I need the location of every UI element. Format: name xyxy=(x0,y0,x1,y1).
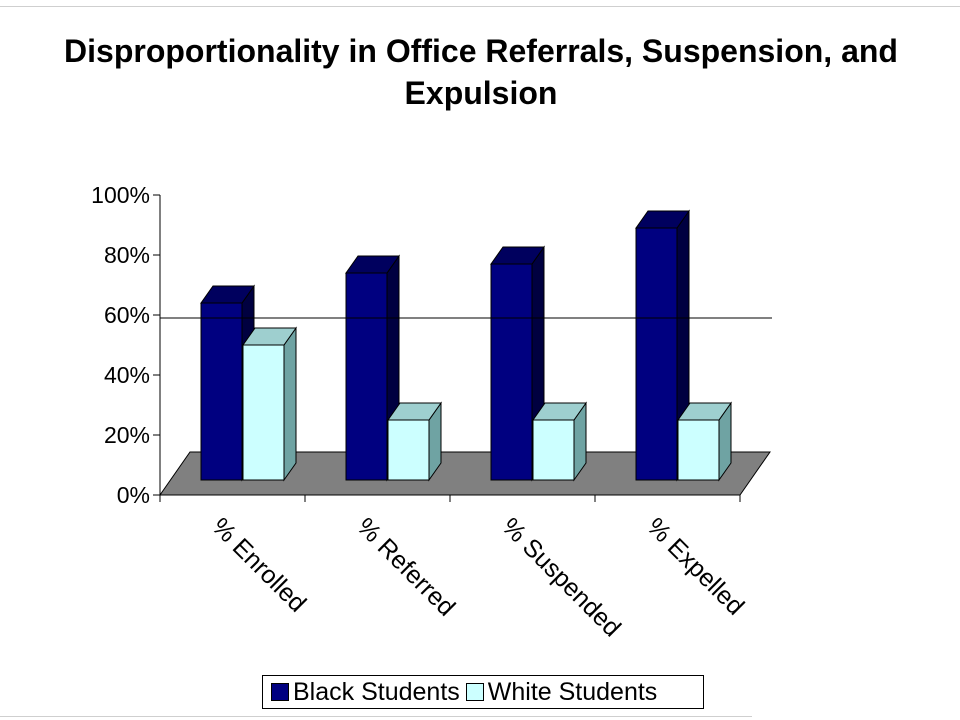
bar-black-students-referred xyxy=(345,272,388,481)
bar-white-students-enrolled xyxy=(242,344,285,481)
legend-label-white-students: White Students xyxy=(487,678,658,706)
y-tick-label: 0% xyxy=(117,482,150,508)
chart-plot: 0% 20% 40% 60% 80% 100% % Enrolled % Referred % … xyxy=(91,182,772,642)
legend-item-black-students: Black Students xyxy=(271,677,460,707)
x-category-label: % Enrolled xyxy=(206,512,311,617)
bar-white-students-expelled xyxy=(677,419,720,481)
bar-white-students-suspended xyxy=(532,419,575,481)
y-tick-label: 40% xyxy=(104,362,150,388)
y-tick-label: 20% xyxy=(104,422,150,448)
bar-black-students-enrolled xyxy=(200,302,243,481)
bar-black-students-expelled xyxy=(635,227,678,481)
legend-swatch-black-students xyxy=(271,683,289,701)
y-tick-label: 80% xyxy=(104,242,150,268)
chart-legend: Black Students White Students xyxy=(262,675,704,709)
x-category-label: % Suspended xyxy=(496,512,626,642)
bar-white-students-referred xyxy=(387,419,430,481)
legend-swatch-white-students xyxy=(465,683,484,701)
y-tick-label: 60% xyxy=(104,302,150,328)
bottom-divider xyxy=(0,716,752,717)
chart-title: Disproportionality in Office Referrals, … xyxy=(64,33,898,111)
legend-label-black-students: Black Students xyxy=(293,678,460,706)
top-divider xyxy=(0,6,960,7)
bar-side-white-students-enrolled xyxy=(283,326,297,482)
chart-floor xyxy=(159,451,771,496)
legend-item-white-students: White Students xyxy=(465,677,658,707)
x-category-label: % Referred xyxy=(351,512,460,621)
bar-black-students-suspended xyxy=(490,263,533,481)
y-tick-label: 100% xyxy=(91,182,150,208)
x-category-label: % Expelled xyxy=(641,512,749,620)
